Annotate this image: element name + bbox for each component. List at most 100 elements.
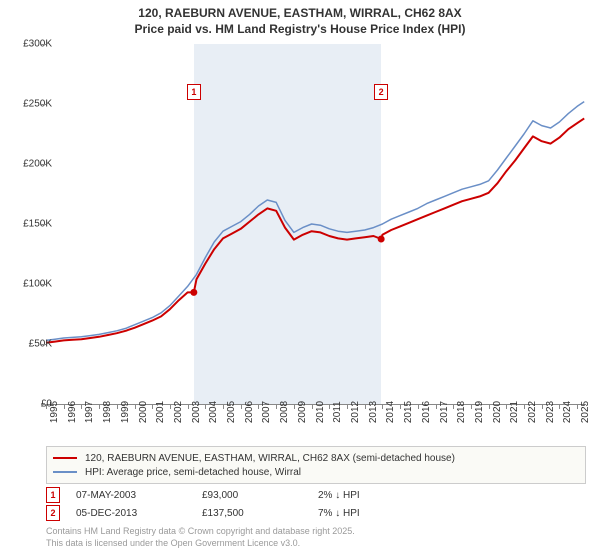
legend-label: 120, RAEBURN AVENUE, EASTHAM, WIRRAL, CH… [85,453,455,464]
x-tick-label: 1997 [84,401,95,423]
event-date: 07-MAY-2003 [66,490,196,501]
x-tick-label: 2017 [439,401,450,423]
series-property [46,118,584,342]
y-tick [41,344,46,345]
event-row: 2 05-DEC-2013 £137,500 7% ↓ HPI [46,504,586,522]
event-date: 05-DEC-2013 [66,508,196,519]
x-tick-label: 2024 [562,401,573,423]
sale-events: 1 07-MAY-2003 £93,000 2% ↓ HPI 2 05-DEC-2013 £… [46,486,586,522]
legend-label: HPI: Average price, semi-detached house,… [85,467,301,478]
x-tick [81,404,82,409]
attribution-line1: Contains HM Land Registry data © Crown c… [46,526,586,538]
event-pct: 7% ↓ HPI [318,508,438,519]
event-pct: 2% ↓ HPI [318,490,438,501]
legend-row: HPI: Average price, semi-detached house,… [53,465,579,479]
x-tick-label: 2004 [208,401,219,423]
chart-area: 12 [46,44,586,404]
event-marker-2: 2 [374,84,388,100]
legend: 120, RAEBURN AVENUE, EASTHAM, WIRRAL, CH… [46,446,586,484]
x-tick-label: 2005 [226,401,237,423]
x-tick-label: 1999 [120,401,131,423]
x-tick [46,404,47,409]
sale-point [190,289,197,296]
y-tick [41,224,46,225]
x-tick-label: 1996 [67,401,78,423]
x-tick-label: 2011 [332,401,343,423]
x-tick [577,404,578,409]
x-tick-label: 2019 [474,401,485,423]
x-tick-label: 2018 [456,401,467,423]
sale-point [378,236,385,243]
x-tick [329,404,330,409]
x-tick-label: 2000 [138,401,149,423]
y-tick [41,44,46,45]
x-tick-label: 2002 [173,401,184,423]
legend-row: 120, RAEBURN AVENUE, EASTHAM, WIRRAL, CH… [53,451,579,465]
x-tick [241,404,242,409]
x-tick-label: 2009 [297,401,308,423]
x-tick [99,404,100,409]
x-tick [223,404,224,409]
y-tick [41,104,46,105]
x-tick [188,404,189,409]
x-tick [170,404,171,409]
x-tick-label: 2001 [155,401,166,423]
title-line1: 120, RAEBURN AVENUE, EASTHAM, WIRRAL, CH… [0,6,600,22]
event-row: 1 07-MAY-2003 £93,000 2% ↓ HPI [46,486,586,504]
x-tick [135,404,136,409]
x-tick [400,404,401,409]
x-tick-label: 2022 [527,401,538,423]
x-tick [312,404,313,409]
x-tick [559,404,560,409]
x-tick [436,404,437,409]
x-tick-label: 2016 [421,401,432,423]
x-tick-label: 1998 [102,401,113,423]
x-tick-label: 1995 [49,401,60,423]
event-marker-icon: 1 [46,487,60,503]
chart-svg [46,44,586,404]
x-tick [365,404,366,409]
x-tick [152,404,153,409]
x-tick [418,404,419,409]
event-price: £93,000 [202,490,312,501]
x-tick [524,404,525,409]
y-tick [41,164,46,165]
attribution-line2: This data is licensed under the Open Gov… [46,538,586,550]
x-tick-label: 2010 [315,401,326,423]
x-tick [506,404,507,409]
attribution: Contains HM Land Registry data © Crown c… [46,526,586,549]
event-marker-1: 1 [187,84,201,100]
x-tick [489,404,490,409]
x-tick-label: 2015 [403,401,414,423]
x-tick [276,404,277,409]
x-tick-label: 2025 [580,401,591,423]
series-hpi [46,102,584,341]
y-tick [41,284,46,285]
x-tick [205,404,206,409]
x-tick [64,404,65,409]
x-tick-label: 2014 [385,401,396,423]
legend-swatch [53,457,77,459]
x-tick [347,404,348,409]
x-tick-label: 2023 [545,401,556,423]
x-tick-label: 2006 [244,401,255,423]
x-tick-label: 2003 [191,401,202,423]
x-tick [453,404,454,409]
event-price: £137,500 [202,508,312,519]
x-tick-label: 2020 [492,401,503,423]
x-tick-label: 2008 [279,401,290,423]
x-tick [117,404,118,409]
x-tick [294,404,295,409]
x-tick-label: 2012 [350,401,361,423]
title-line2: Price paid vs. HM Land Registry's House … [0,22,600,38]
x-tick [382,404,383,409]
x-tick-label: 2013 [368,401,379,423]
x-tick [258,404,259,409]
event-marker-icon: 2 [46,505,60,521]
chart-title: 120, RAEBURN AVENUE, EASTHAM, WIRRAL, CH… [0,0,600,37]
x-tick [542,404,543,409]
legend-swatch [53,471,77,473]
x-tick [471,404,472,409]
x-tick-label: 2007 [261,401,272,423]
x-tick-label: 2021 [509,401,520,423]
